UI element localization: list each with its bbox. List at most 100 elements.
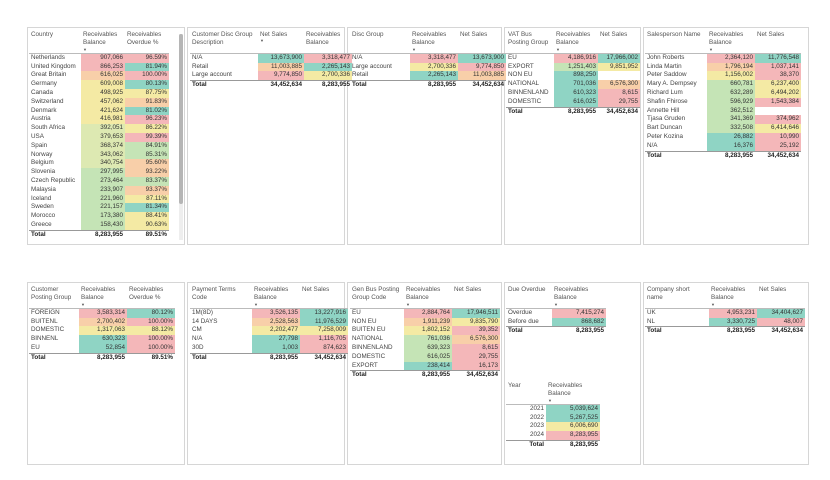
table-row[interactable]: Peter Kozina 26,882 10,990 (645, 132, 801, 142)
table-row[interactable]: Tjasa Gruden 341,369 374,962 (645, 115, 801, 125)
sort-desc-icon[interactable]: ▼ (83, 46, 87, 52)
table-row[interactable]: South Africa 392,051 86.22% (29, 124, 169, 133)
table-row[interactable]: Morocco 173,380 88.41% (29, 212, 169, 221)
table-row[interactable]: Bart Duncan 332,508 6,414,646 (645, 124, 801, 133)
column-header[interactable]: Net Sales (757, 286, 805, 308)
table-row[interactable]: BINNENLAND 610,323 8,615 (506, 89, 640, 98)
column-header[interactable]: VAT Bus Posting Group (506, 31, 554, 53)
table-row[interactable]: N/A 3,318,477 13,673,900 (350, 52, 506, 63)
table-row[interactable]: 2022 5,267,525 (506, 413, 600, 423)
table-row[interactable]: 2021 5,039,624 (506, 403, 600, 414)
table-row[interactable]: United Kingdom 866,253 81.94% (29, 62, 169, 72)
column-header[interactable]: Receivables Balance ▼ (546, 382, 600, 404)
table-row[interactable]: Slovenia 297,995 93.22% (29, 168, 169, 177)
table-row[interactable]: DOMESTIC 1,317,063 88.12% (29, 326, 175, 336)
table-row[interactable]: Annette Hill 362,512 (645, 106, 801, 116)
table-row[interactable]: Iceland 221,960 87.11% (29, 194, 169, 204)
table-row[interactable]: Netherlands 907,066 96.59% (29, 52, 169, 63)
table-row[interactable]: Belgium 340,754 95.60% (29, 159, 169, 169)
country-scrollbar[interactable] (179, 34, 183, 240)
table-row[interactable]: NATIONAL 761,036 6,576,300 (350, 335, 500, 344)
table-row[interactable]: DOMESTIC 616,025 29,755 (350, 352, 500, 362)
column-header[interactable]: Net Sales ▼ (258, 31, 304, 53)
column-header[interactable]: Receivables Balance ▼ (707, 31, 755, 53)
table-row[interactable]: NON EU 1,911,239 9,835,790 (350, 317, 500, 327)
sort-desc-icon[interactable]: ▼ (554, 301, 558, 307)
table-row[interactable]: Canada 498,925 87.75% (29, 89, 169, 98)
table-row[interactable]: Greece 158,430 90.63% (29, 220, 169, 231)
sort-desc-icon[interactable]: ▼ (260, 38, 264, 44)
column-header[interactable]: Receivables Balance ▼ (709, 286, 757, 308)
table-row[interactable]: DOMESTIC 616,025 29,755 (506, 97, 640, 108)
column-header[interactable]: Receivables Overdue % (125, 31, 169, 53)
table-row[interactable]: Malaysia 233,907 93.37% (29, 185, 169, 195)
sort-desc-icon[interactable]: ▼ (556, 46, 560, 52)
column-header[interactable]: Receivables Overdue % (127, 286, 175, 308)
column-header[interactable]: Salesperson Name (645, 31, 707, 53)
column-header[interactable]: Due Overdue (506, 286, 552, 308)
table-row[interactable]: 1M(8D) 3,526,135 13,227,916 (190, 307, 348, 318)
sort-desc-icon[interactable]: ▼ (406, 301, 410, 307)
column-header[interactable]: Receivables Balance ▼ (79, 286, 127, 308)
table-row[interactable]: Austria 416,981 96.23% (29, 115, 169, 125)
table-row[interactable]: Large account 2,700,336 9,774,850 (350, 62, 506, 72)
table-row[interactable]: Sweden 221,157 81.34% (29, 203, 169, 213)
column-header[interactable]: Country (29, 31, 81, 53)
column-header[interactable]: Receivables Balance ▼ (404, 286, 452, 308)
table-row[interactable]: Great Britain 616,025 100.00% (29, 71, 169, 81)
sort-desc-icon[interactable]: ▼ (548, 397, 552, 403)
table-row[interactable]: EXPORT 1,251,403 9,851,952 (506, 62, 640, 72)
table-row[interactable]: BINNENL 630,323 100.00% (29, 335, 175, 344)
table-row[interactable]: Retail 2,265,143 11,003,885 (350, 71, 506, 81)
sort-desc-icon[interactable]: ▼ (711, 301, 715, 307)
column-header[interactable]: Net Sales (300, 286, 348, 308)
sort-desc-icon[interactable]: ▼ (254, 301, 258, 307)
table-row[interactable]: John Roberts 2,364,120 11,776,548 (645, 52, 801, 63)
column-header[interactable]: Receivables Balance (304, 31, 352, 53)
table-row[interactable]: BUITEN EU 1,802,152 39,352 (350, 326, 500, 336)
sort-desc-icon[interactable]: ▼ (81, 301, 85, 307)
column-header[interactable]: Receivables Balance ▼ (554, 31, 598, 53)
table-row[interactable]: Linda Martin 1,796,194 1,037,141 (645, 62, 801, 72)
table-row[interactable]: N/A 27,798 1,116,705 (190, 335, 348, 344)
column-header[interactable]: Receivables Balance ▼ (81, 31, 125, 53)
table-row[interactable]: EXPORT 238,414 16,173 (350, 361, 500, 371)
table-row[interactable]: Large account 9,774,850 2,700,336 (190, 71, 352, 81)
table-row[interactable]: BUITENL 2,700,402 100.00% (29, 317, 175, 327)
column-header[interactable]: Net Sales (755, 31, 801, 53)
table-row[interactable]: CM 2,202,477 7,258,009 (190, 326, 348, 336)
table-row[interactable]: Switzerland 457,062 91.83% (29, 97, 169, 107)
column-header[interactable]: Net Sales (598, 31, 640, 53)
column-header[interactable]: Customer Disc Group Description (190, 31, 258, 53)
table-row[interactable]: Richard Lum 632,289 6,494,202 (645, 89, 801, 98)
sort-desc-icon[interactable]: ▼ (709, 46, 713, 52)
table-row[interactable]: FOREIGN 3,583,314 80.12% (29, 307, 175, 318)
column-header[interactable]: Company short name (645, 286, 709, 308)
table-row[interactable]: NL 3,330,725 48,007 (645, 317, 805, 327)
column-header[interactable]: Payment Terms Code (190, 286, 252, 308)
table-row[interactable]: EU 4,186,916 17,966,002 (506, 52, 640, 63)
table-row[interactable]: Retail 11,003,885 2,265,143 (190, 62, 352, 72)
table-row[interactable]: Shafin Fhirose 596,929 1,543,384 (645, 97, 801, 107)
table-row[interactable]: Czech Republic 273,464 83.37% (29, 176, 169, 186)
table-row[interactable]: Germany 609,008 80.13% (29, 80, 169, 89)
sort-desc-icon[interactable]: ▼ (412, 46, 416, 52)
column-header[interactable]: Disc Group (350, 31, 410, 53)
table-row[interactable]: UK 4,953,231 34,404,627 (645, 307, 805, 318)
table-row[interactable]: USA 379,653 99.39% (29, 132, 169, 142)
table-row[interactable]: Mary A. Dempsey 660,781 6,237,400 (645, 80, 801, 89)
column-header[interactable]: Gen Bus Posting Group Code (350, 286, 404, 308)
table-row[interactable]: 2024 8,283,955 (506, 431, 600, 441)
table-row[interactable]: NATIONAL 701,036 6,576,300 (506, 80, 640, 89)
table-row[interactable]: Denmark 421,624 81.02% (29, 106, 169, 116)
table-row[interactable]: N/A 16,376 25,192 (645, 141, 801, 152)
column-header[interactable]: Net Sales (458, 31, 506, 53)
column-header[interactable]: Receivables Balance ▼ (410, 31, 458, 53)
table-row[interactable]: 30D 1,003 874,623 (190, 344, 348, 354)
table-row[interactable]: N/A 13,673,900 3,318,477 (190, 52, 352, 63)
table-row[interactable]: 14 DAYS 2,528,563 11,976,529 (190, 317, 348, 327)
column-header[interactable]: Year (506, 382, 546, 404)
column-header[interactable]: Net Sales (452, 286, 500, 308)
column-header[interactable]: Receivables Balance ▼ (552, 286, 606, 308)
table-row[interactable]: NON EU 898,250 (506, 71, 640, 81)
